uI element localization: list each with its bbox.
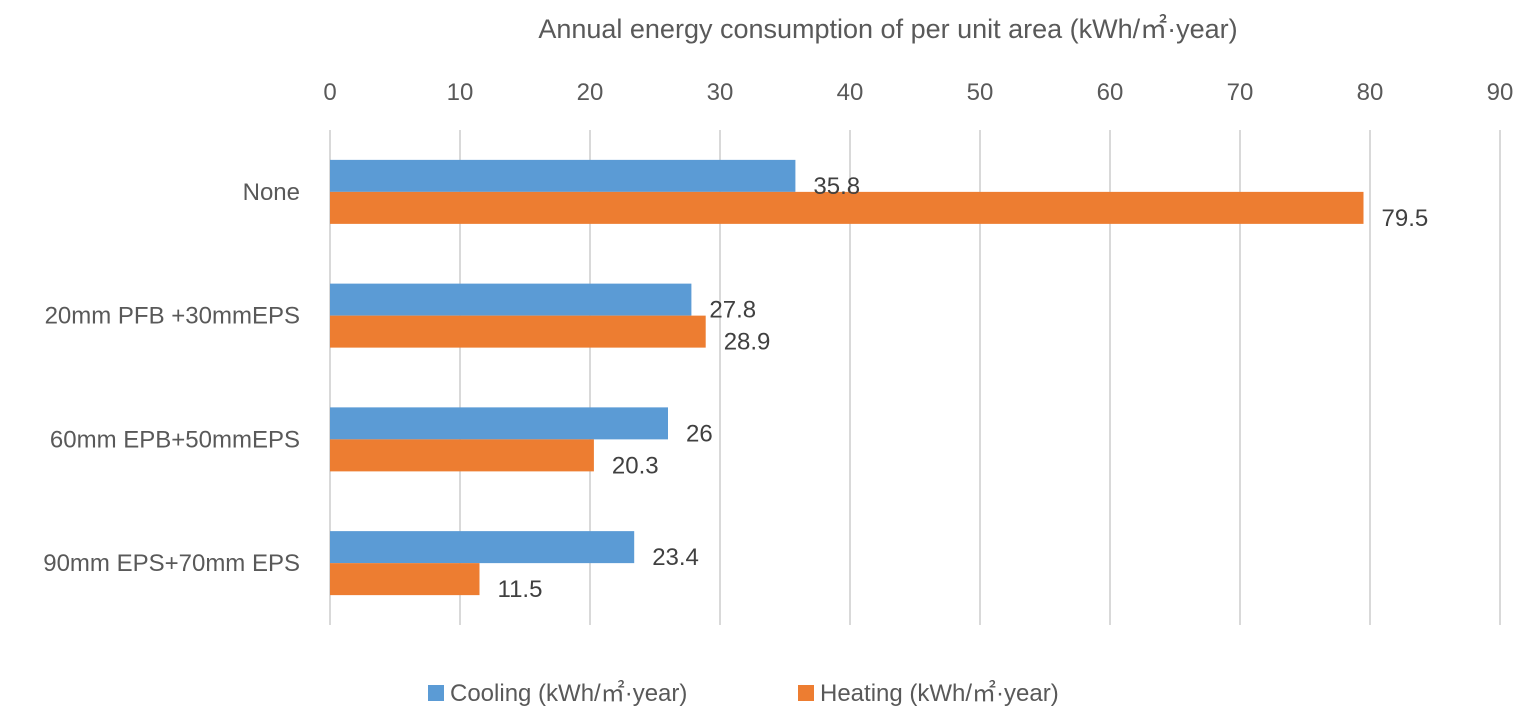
cooling-bar xyxy=(330,159,796,192)
x-tick-label: 90 xyxy=(1487,79,1514,106)
x-tick-label: 20 xyxy=(577,79,604,106)
heating-bar xyxy=(330,563,480,596)
data-labels: 35.8 79.5 27.8 28.9 26 20.3 23.4 11.5 xyxy=(498,173,1429,603)
legend-swatch xyxy=(428,685,444,701)
data-label: 79.5 xyxy=(1382,205,1429,232)
x-tick-label: 30 xyxy=(707,79,734,106)
data-label: 28.9 xyxy=(724,329,771,356)
x-tick-label: 50 xyxy=(967,79,994,106)
x-tick-label: 80 xyxy=(1357,79,1384,106)
cooling-bar xyxy=(330,531,635,564)
legend-label: Cooling (kWh/㎡·year) xyxy=(450,680,687,707)
category-label: 90mm EPS+70mm EPS xyxy=(43,550,300,577)
cooling-bar xyxy=(330,407,668,440)
x-tick-label: 70 xyxy=(1227,79,1254,106)
category-labels: None 20mm PFB +30mmEPS 60mm EPB+50mmEPS 90m… xyxy=(43,179,300,577)
x-tick-label: 0 xyxy=(323,79,336,106)
heating-bar xyxy=(330,191,1364,224)
bars xyxy=(330,159,1364,596)
data-label: 23.4 xyxy=(652,544,699,571)
data-label: 20.3 xyxy=(612,452,659,479)
x-tick-label: 60 xyxy=(1097,79,1124,106)
legend-swatch xyxy=(798,685,814,701)
data-label: 27.8 xyxy=(709,297,756,324)
x-axis-ticks: 0 10 20 30 40 50 60 70 80 90 xyxy=(323,79,1513,106)
category-label: None xyxy=(243,179,300,206)
legend-label: Heating (kWh/㎡·year) xyxy=(820,680,1059,707)
data-label: 35.8 xyxy=(813,173,860,200)
x-tick-label: 40 xyxy=(837,79,864,106)
category-label: 20mm PFB +30mmEPS xyxy=(45,303,300,330)
data-label: 11.5 xyxy=(498,576,543,603)
data-label: 26 xyxy=(686,420,713,447)
cooling-bar xyxy=(330,283,692,316)
legend: Cooling (kWh/㎡·year) Heating (kWh/㎡·year) xyxy=(428,680,1059,707)
heating-bar xyxy=(330,439,594,472)
category-label: 60mm EPB+50mmEPS xyxy=(50,426,300,453)
x-tick-label: 10 xyxy=(447,79,474,106)
heating-bar xyxy=(330,315,706,348)
chart-title: Annual energy consumption of per unit ar… xyxy=(538,14,1237,44)
